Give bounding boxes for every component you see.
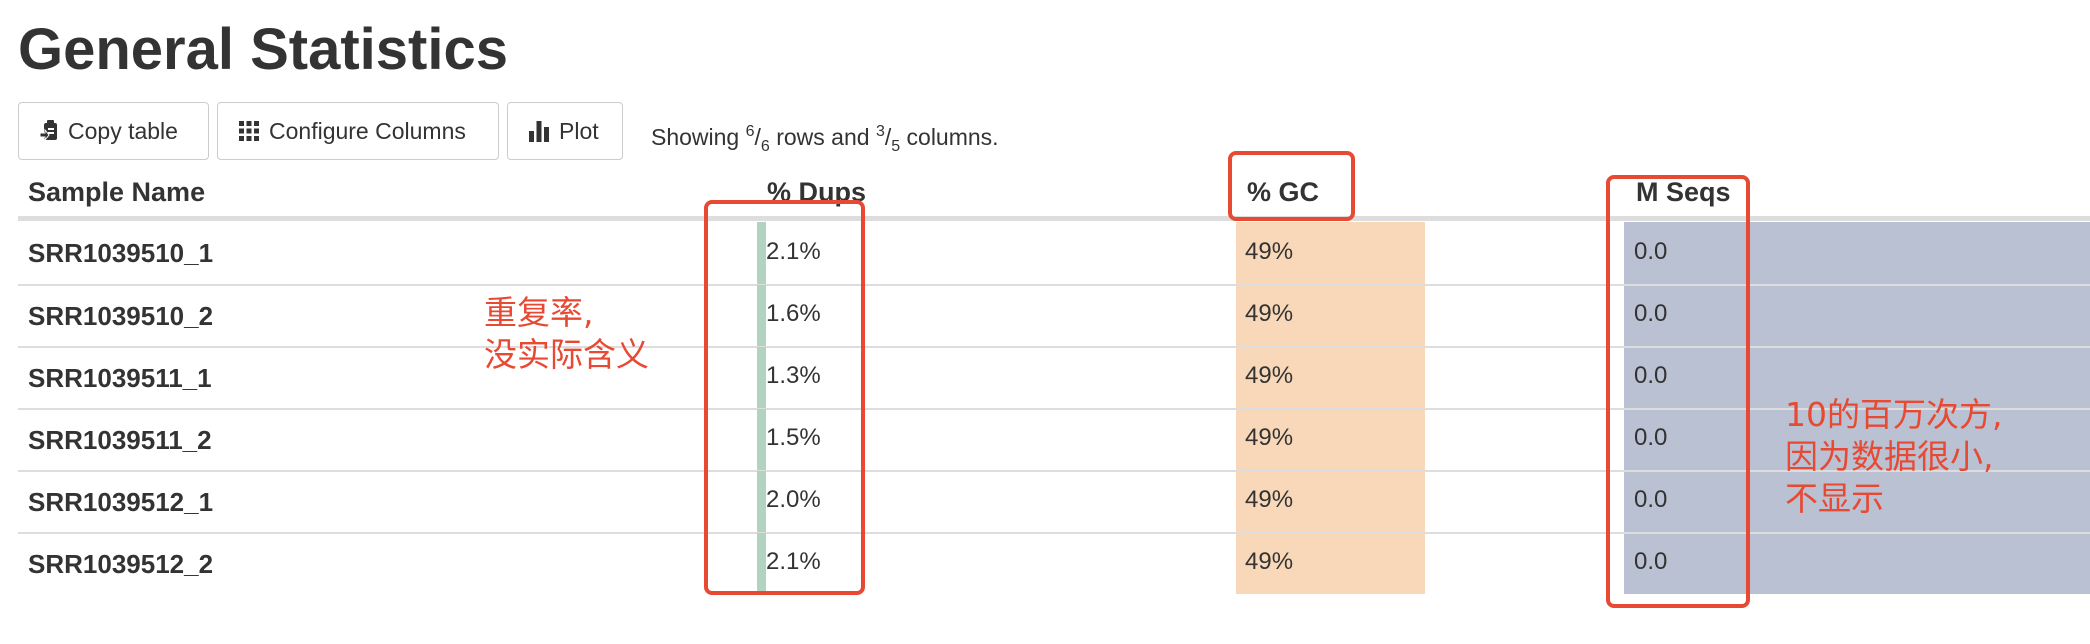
dups-bar [757, 471, 766, 532]
header-divider [18, 216, 2090, 221]
rows-total: 6 [760, 138, 770, 155]
dups-highlight-box [704, 200, 865, 595]
showing-prefix: Showing [651, 124, 746, 150]
plot-button[interactable]: Plot [507, 102, 623, 160]
copy-table-button[interactable]: Copy table [18, 102, 209, 160]
bar-chart-icon [528, 119, 550, 143]
clipboard-icon [39, 119, 59, 143]
sample-name-cell: SRR1039511_1 [28, 363, 212, 393]
configure-columns-label: Configure Columns [269, 117, 466, 144]
dups-bar [757, 347, 766, 408]
dups-bar [757, 533, 766, 594]
dups-cell: 2.1% [766, 238, 821, 265]
dups-bar [757, 222, 766, 284]
gc-cell: 49% [1245, 300, 1294, 327]
header-gc[interactable]: % GC [1247, 177, 1320, 207]
rows-word: rows and [769, 124, 876, 150]
mseqs-highlight-box [1606, 175, 1750, 608]
dups-cell: 1.3% [766, 362, 821, 389]
rows-shown: 6 [745, 123, 755, 140]
row-divider [18, 532, 2090, 534]
cols-total: 5 [891, 138, 901, 155]
sample-name-cell: SRR1039512_1 [28, 487, 214, 517]
dups-bar [757, 285, 766, 346]
table-status-text: Showing 6/6 rows and 3/5 columns. [651, 123, 999, 155]
copy-table-label: Copy table [68, 117, 178, 144]
mseqs-cell: 0.0 [1634, 238, 1668, 265]
cols-shown: 3 [875, 123, 885, 140]
sample-name-cell: SRR1039512_2 [28, 549, 214, 579]
mseqs-cell: 0.0 [1634, 486, 1668, 513]
plot-label: Plot [559, 117, 599, 144]
header-mseqs[interactable]: M Seqs [1636, 177, 1731, 207]
sample-name-cell: SRR1039510_1 [28, 238, 214, 268]
mseqs-cell: 0.0 [1634, 424, 1668, 451]
row-divider [18, 346, 2090, 348]
row-divider [18, 284, 2090, 286]
mseqs-annotation: 10的百万次方, 因为数据很小, 不显示 [1785, 395, 2003, 518]
mseqs-cell: 0.0 [1634, 300, 1668, 327]
dups-cell: 2.1% [766, 548, 821, 575]
row-divider [18, 408, 2090, 410]
grid-icon [238, 120, 260, 142]
mseqs-cell: 0.0 [1634, 548, 1668, 575]
sample-name-cell: SRR1039510_2 [28, 301, 214, 331]
dups-bar [757, 409, 766, 470]
mseqs-cell: 0.0 [1634, 362, 1668, 389]
page-title: General Statistics [18, 17, 508, 82]
gc-highlight-box [1228, 151, 1355, 221]
configure-columns-button[interactable]: Configure Columns [217, 102, 499, 160]
gc-cell: 49% [1245, 424, 1294, 451]
dups-cell: 2.0% [766, 486, 821, 513]
dups-cell: 1.6% [766, 300, 821, 327]
sample-name-cell: SRR1039511_2 [28, 425, 212, 455]
row-divider [18, 470, 2090, 472]
dups-cell: 1.5% [766, 424, 821, 451]
gc-cell: 49% [1245, 548, 1294, 575]
gc-cell: 49% [1245, 486, 1294, 513]
gc-cell: 49% [1245, 362, 1294, 389]
cols-word: columns. [900, 124, 999, 150]
header-sample-name[interactable]: Sample Name [28, 177, 206, 207]
dups-annotation: 重复率, 没实际含义 [484, 293, 649, 374]
gc-cell: 49% [1245, 238, 1294, 265]
